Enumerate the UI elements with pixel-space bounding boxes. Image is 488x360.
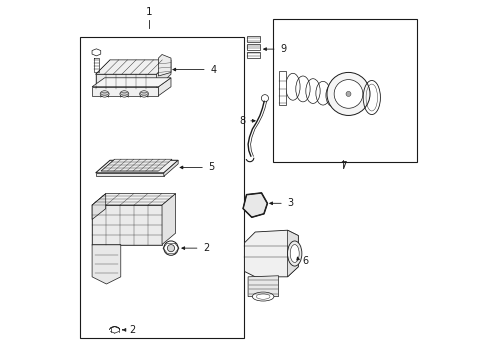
Circle shape bbox=[346, 91, 350, 96]
Bar bbox=[278, 71, 286, 105]
Text: 2: 2 bbox=[129, 325, 135, 335]
Bar bbox=[246, 36, 260, 42]
Ellipse shape bbox=[100, 91, 109, 97]
Polygon shape bbox=[92, 49, 101, 56]
Polygon shape bbox=[242, 193, 267, 218]
Ellipse shape bbox=[290, 244, 299, 262]
Text: 5: 5 bbox=[208, 162, 214, 172]
Polygon shape bbox=[92, 87, 158, 96]
Polygon shape bbox=[244, 230, 298, 277]
Bar bbox=[273, 19, 416, 162]
Ellipse shape bbox=[287, 241, 301, 266]
Polygon shape bbox=[92, 194, 105, 220]
Circle shape bbox=[167, 244, 174, 252]
Ellipse shape bbox=[139, 91, 148, 97]
Text: 9: 9 bbox=[280, 44, 286, 54]
Circle shape bbox=[326, 72, 369, 116]
Bar bbox=[246, 51, 260, 58]
Text: 1: 1 bbox=[146, 7, 152, 17]
Polygon shape bbox=[247, 276, 278, 297]
Polygon shape bbox=[96, 74, 156, 89]
Polygon shape bbox=[92, 194, 175, 205]
Text: 6: 6 bbox=[301, 256, 307, 266]
Text: 2: 2 bbox=[203, 243, 209, 253]
Circle shape bbox=[163, 241, 178, 255]
Polygon shape bbox=[158, 78, 171, 96]
Circle shape bbox=[333, 80, 362, 108]
Polygon shape bbox=[158, 54, 171, 76]
Polygon shape bbox=[156, 60, 171, 89]
Polygon shape bbox=[96, 60, 171, 74]
Polygon shape bbox=[92, 205, 162, 244]
Polygon shape bbox=[101, 159, 172, 171]
Polygon shape bbox=[162, 194, 175, 244]
Text: 7: 7 bbox=[339, 161, 346, 171]
Polygon shape bbox=[163, 160, 178, 176]
Polygon shape bbox=[287, 230, 298, 277]
Ellipse shape bbox=[252, 292, 273, 301]
Bar bbox=[246, 44, 260, 50]
Ellipse shape bbox=[120, 91, 128, 97]
Polygon shape bbox=[92, 78, 171, 87]
Polygon shape bbox=[96, 173, 163, 176]
Circle shape bbox=[261, 95, 268, 102]
Bar bbox=[80, 37, 244, 338]
Text: 8: 8 bbox=[239, 116, 245, 126]
Polygon shape bbox=[96, 160, 178, 173]
Text: 4: 4 bbox=[210, 64, 216, 75]
Text: 3: 3 bbox=[287, 198, 293, 208]
Polygon shape bbox=[92, 244, 121, 284]
